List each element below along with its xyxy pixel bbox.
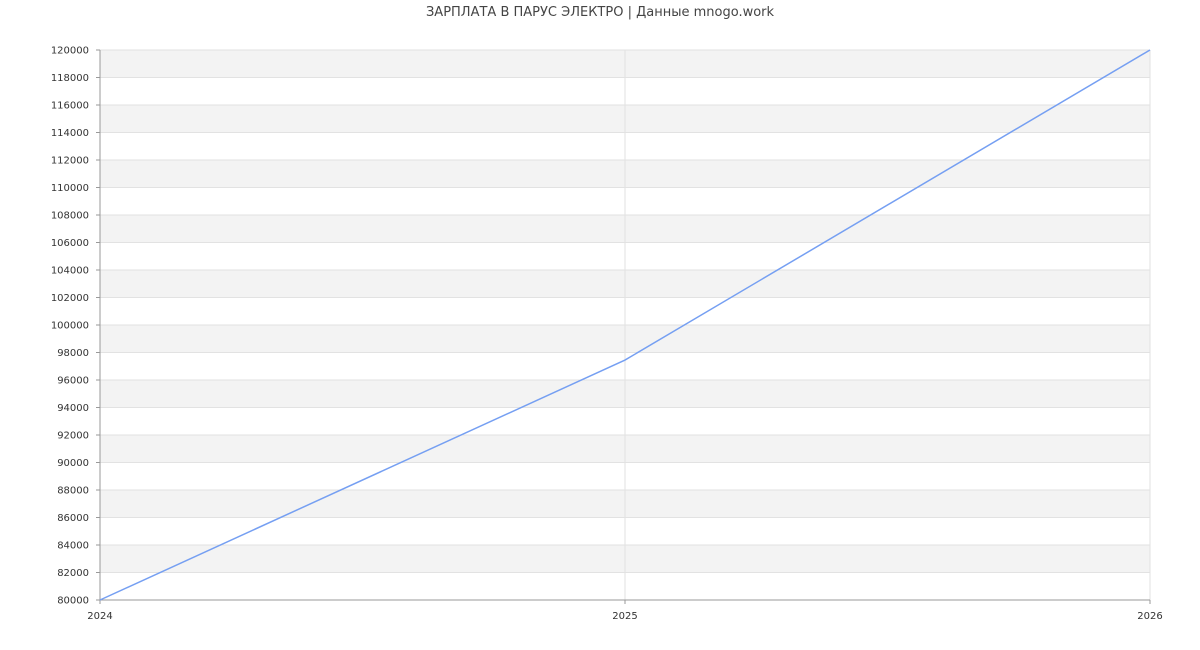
y-tick-label: 106000 (51, 238, 89, 249)
y-tick-label: 80000 (57, 596, 89, 607)
y-tick-label: 82000 (57, 568, 89, 579)
y-tick-label: 110000 (51, 183, 89, 194)
y-tick-label: 92000 (57, 431, 89, 442)
y-tick-label: 100000 (51, 321, 89, 332)
y-tick-label: 120000 (51, 46, 89, 57)
series-line (99, 49, 1151, 601)
y-tick-label: 90000 (57, 458, 89, 469)
x-tick-label: 2025 (612, 611, 637, 622)
gridlines (99, 49, 1151, 601)
y-tick-label: 104000 (51, 266, 89, 277)
y-tick-label: 102000 (51, 293, 89, 304)
y-tick-label: 112000 (51, 156, 89, 167)
y-tick-label: 98000 (57, 348, 89, 359)
chart-title: ЗАРПЛАТА В ПАРУС ЭЛЕКТРО | Данные mnogo.… (426, 5, 775, 20)
x-axis: 2024 2025 2026 (87, 599, 1163, 622)
y-tick-label: 94000 (57, 403, 89, 414)
x-tick-label: 2026 (1137, 611, 1162, 622)
y-tick-label: 116000 (51, 101, 89, 112)
y-axis: 80000 82000 84000 86000 88000 90000 92000 94000… (51, 46, 101, 607)
y-tick-label: 114000 (51, 128, 89, 139)
series-group (99, 49, 1151, 601)
x-tick-label: 2024 (87, 611, 112, 622)
y-tick-label: 108000 (51, 211, 89, 222)
y-tick-label: 86000 (57, 513, 89, 524)
y-tick-label: 118000 (51, 73, 89, 84)
y-tick-label: 88000 (57, 486, 89, 497)
y-tick-label: 96000 (57, 376, 89, 387)
y-tick-label: 84000 (57, 541, 89, 552)
